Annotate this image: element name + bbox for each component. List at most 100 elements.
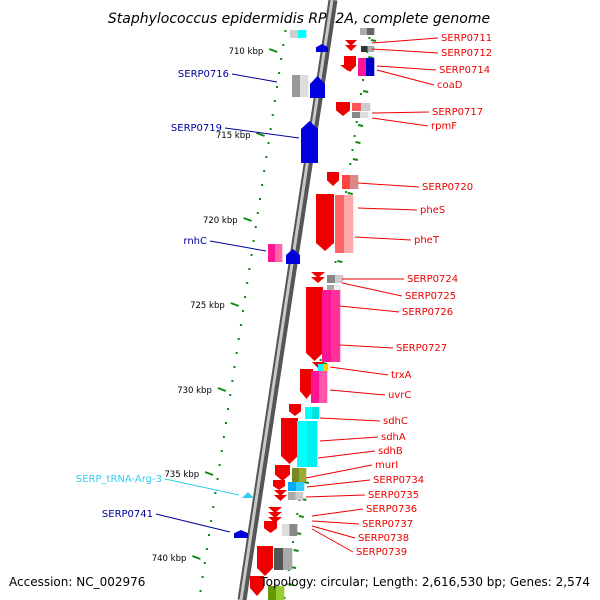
reverse-gene-arrow <box>310 76 325 98</box>
gene-segment <box>319 371 328 403</box>
gene-label-sdha[interactable]: sdhA <box>381 432 406 443</box>
gene-label-rnhc[interactable]: rnhC <box>183 236 207 247</box>
label-connector <box>311 520 360 525</box>
forward-gene-arrow <box>273 480 285 490</box>
tick-label: 735 kbp <box>164 470 199 480</box>
forward-gene-arrow <box>327 172 339 186</box>
label-connectors <box>155 37 439 553</box>
tick-label: 725 kbp <box>190 301 225 311</box>
gene-label-serp0735[interactable]: SERP0735 <box>368 490 419 501</box>
gene-label-phes[interactable]: pheS <box>420 205 445 216</box>
gene-label-muri[interactable]: murI <box>375 460 398 471</box>
guide-dot <box>285 583 288 585</box>
tick-label: 740 kbp <box>152 554 187 564</box>
guide-dot <box>244 296 247 298</box>
minor-tick <box>288 583 294 586</box>
forward-gene-chevron <box>274 495 287 501</box>
gene-label-phet[interactable]: pheT <box>414 235 440 246</box>
gene-segment <box>335 195 345 253</box>
guide-dot <box>319 359 322 361</box>
guide-dot <box>368 37 371 39</box>
guide-dot <box>222 436 225 438</box>
minor-tick <box>368 56 374 59</box>
gene-segment <box>360 112 369 118</box>
gene-segment <box>300 75 309 97</box>
guide-dot <box>271 114 274 116</box>
forward-gene-chevron <box>340 65 356 71</box>
gene-segment <box>360 28 368 35</box>
label-connector <box>305 494 366 498</box>
label-connector <box>317 450 376 459</box>
guide-dot <box>199 590 202 592</box>
guide-dot <box>265 156 268 158</box>
label-connector <box>319 417 381 422</box>
gene-label-serp0720[interactable]: SERP0720 <box>422 182 473 193</box>
minor-tick <box>303 481 310 484</box>
forward-gene-arrow <box>344 56 356 72</box>
gene-label-serp0727[interactable]: SERP0727 <box>396 343 447 354</box>
forward-gene-chevron <box>345 45 357 51</box>
gene-segment <box>361 103 371 111</box>
gene-label-serp_trna-arg-3[interactable]: SERP_tRNA-Arg-3 <box>76 474 162 485</box>
guide-dot <box>349 163 352 165</box>
guide-dot <box>296 513 299 515</box>
gene-label-serp0738[interactable]: SERP0738 <box>358 533 409 544</box>
gene-segment <box>367 46 375 52</box>
gene-segment <box>311 371 320 403</box>
gene-segment <box>327 275 336 283</box>
gene-label-serp0725[interactable]: SERP0725 <box>405 291 456 302</box>
gene-label-rpmf[interactable]: rpmF <box>431 121 457 132</box>
gene-label-serp0726[interactable]: SERP0726 <box>402 307 453 318</box>
tick-mark <box>192 555 201 560</box>
guide-dot <box>252 240 255 242</box>
label-connector <box>224 127 300 139</box>
gene-label-serp0734[interactable]: SERP0734 <box>373 475 424 486</box>
label-connector <box>339 344 394 349</box>
gene-features <box>234 28 375 600</box>
genome-axis-highlight <box>239 0 334 600</box>
gene-segment <box>322 290 332 362</box>
gene-segment <box>297 421 308 467</box>
gene-segment <box>282 524 290 536</box>
gene-label-uvrc[interactable]: uvrC <box>388 390 411 401</box>
gene-segment <box>358 58 367 76</box>
gene-segment <box>331 290 341 362</box>
guide-dot <box>239 324 242 326</box>
gene-label-sdhb[interactable]: sdhB <box>378 446 403 457</box>
guide-dot <box>231 380 234 382</box>
gene-label-serp0724[interactable]: SERP0724 <box>407 274 458 285</box>
gene-label-serp0716[interactable]: SERP0716 <box>178 69 229 80</box>
gene-segment <box>268 244 276 262</box>
gene-segment <box>274 548 284 570</box>
gene-label-serp0712[interactable]: SERP0712 <box>441 48 492 59</box>
gene-label-serp0719[interactable]: SERP0719 <box>171 123 222 134</box>
minor-tick <box>355 141 361 144</box>
guide-dot <box>283 597 286 599</box>
guide-dot <box>355 121 358 123</box>
gene-label-serp0739[interactable]: SERP0739 <box>356 547 407 558</box>
gene-segment <box>296 482 305 491</box>
gene-label-serp0717[interactable]: SERP0717 <box>432 107 483 118</box>
tick-label: 710 kbp <box>229 47 264 57</box>
guide-dot <box>227 408 230 410</box>
gene-label-serp0737[interactable]: SERP0737 <box>362 519 413 530</box>
gene-label-serp0741[interactable]: SERP0741 <box>102 509 153 520</box>
guide-dot <box>250 254 253 256</box>
label-connector <box>339 305 400 313</box>
minor-tick <box>370 39 377 42</box>
minor-tick <box>357 124 364 127</box>
forward-gene-arrow <box>275 465 290 481</box>
gene-label-coad[interactable]: coaD <box>437 80 463 91</box>
gene-label-serp0711[interactable]: SERP0711 <box>441 33 492 44</box>
minor-tick <box>337 260 343 263</box>
forward-gene-arrow <box>257 546 273 576</box>
gene-label-sdhc[interactable]: sdhC <box>383 416 408 427</box>
gene-segment <box>344 195 354 253</box>
minor-tick <box>363 90 369 93</box>
gene-label-trxa[interactable]: trxA <box>391 370 412 381</box>
gene-label-serp0714[interactable]: SERP0714 <box>439 65 490 76</box>
guide-dot <box>276 86 278 88</box>
gene-segment <box>289 524 298 536</box>
gene-label-serp0736[interactable]: SERP0736 <box>366 504 417 515</box>
label-connector <box>376 65 437 71</box>
